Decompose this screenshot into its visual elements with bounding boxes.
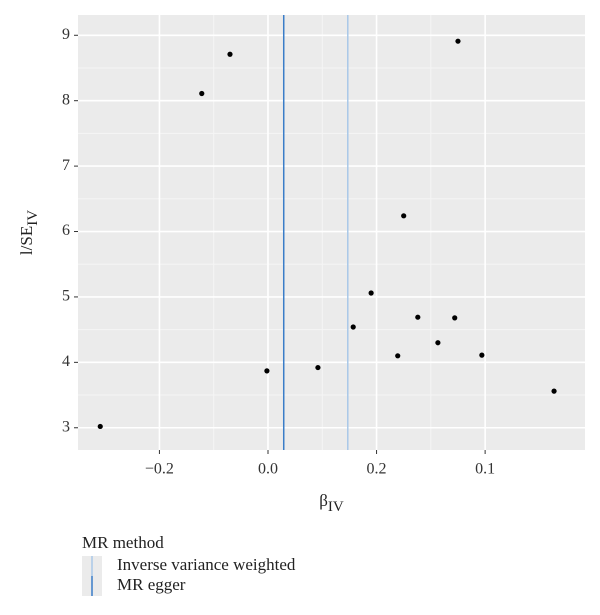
point	[227, 51, 233, 57]
point	[401, 213, 407, 219]
y-tick-label: 5	[62, 288, 70, 305]
point	[452, 315, 458, 321]
x-tick-label: −0.2	[145, 461, 174, 478]
point	[97, 423, 103, 430]
point	[551, 388, 557, 394]
legend-title: MR method	[82, 533, 164, 552]
y-axis-title-subscript: IV	[25, 210, 41, 226]
y-tick-label: 7	[62, 157, 70, 174]
y-tick-label: 8	[62, 91, 70, 108]
y-tick-label: 3	[62, 418, 70, 435]
point	[368, 290, 374, 296]
plot-background	[78, 15, 585, 450]
legend-label: Inverse variance weighted	[117, 555, 296, 574]
point	[350, 324, 356, 330]
point	[315, 364, 321, 371]
point	[395, 353, 401, 359]
y-tick-label: 6	[62, 222, 70, 239]
x-tick-label: 0.1	[475, 461, 495, 478]
x-axis-title-text: β	[319, 491, 328, 510]
x-axis-title-subscript: IV	[328, 499, 344, 515]
y-tick-label: 4	[62, 353, 70, 370]
legend-label: MR egger	[117, 575, 186, 594]
y-axis-title-text: l/SE	[17, 226, 36, 255]
y-axis-title: l/SEIV	[17, 210, 42, 255]
point	[435, 340, 441, 346]
point	[455, 38, 461, 44]
point	[479, 352, 485, 358]
x-tick-label: 0.0	[258, 461, 278, 478]
point	[199, 90, 205, 97]
x-tick-label: 0.2	[367, 461, 387, 478]
x-axis-title: βIV	[319, 491, 344, 516]
y-tick-label: 9	[62, 26, 70, 43]
point	[415, 314, 421, 320]
point	[264, 368, 270, 374]
